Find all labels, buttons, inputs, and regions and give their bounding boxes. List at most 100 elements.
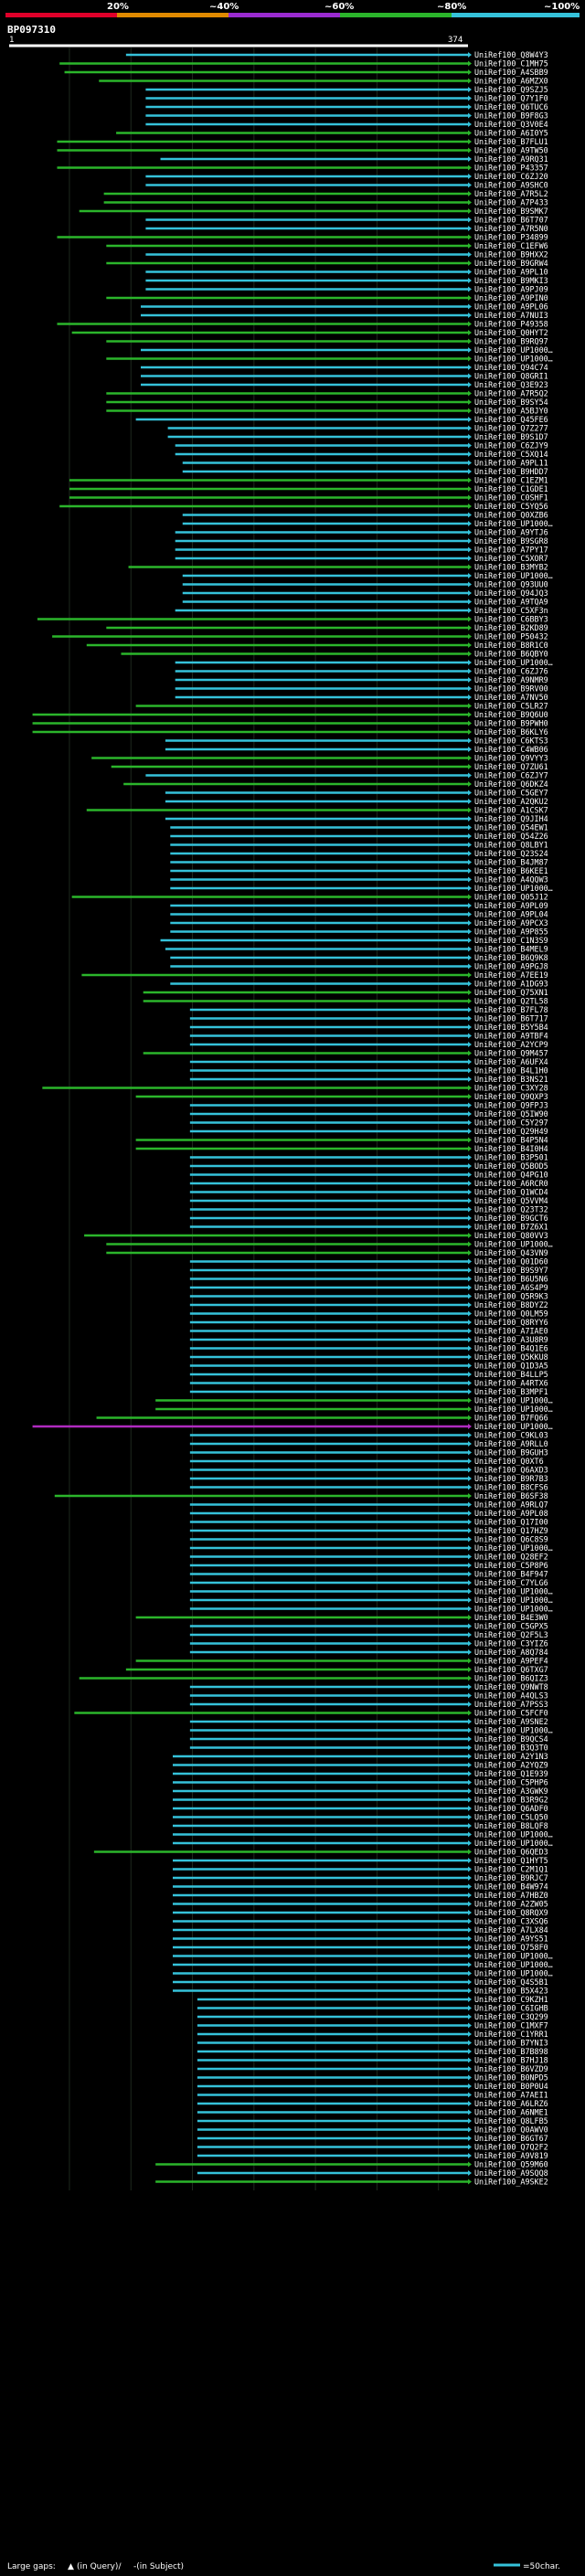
hit-label[interactable]: UniRef100_A7R5L2 (474, 189, 548, 198)
hit-row[interactable]: UniRef100_B8CFS6 (189, 1483, 548, 1492)
hit-row[interactable]: UniRef100_Q3E923 (141, 380, 548, 389)
hit-row[interactable]: UniRef100_A2QKU2 (165, 797, 548, 806)
hit-row[interactable]: UniRef100_UP1000… (189, 1726, 553, 1735)
hit-label[interactable]: UniRef100_A4QQW3 (474, 875, 548, 885)
hit-label[interactable]: UniRef100_A9PL04 (474, 910, 548, 919)
hit-label[interactable]: UniRef100_C5GPX5 (474, 1622, 548, 1631)
hit-row[interactable]: UniRef100_Q0LM59 (189, 1309, 548, 1319)
hit-label[interactable]: UniRef100_B3NS21 (474, 1075, 548, 1084)
hit-row[interactable]: UniRef100_Q45FE6 (135, 415, 548, 424)
hit-label[interactable]: UniRef100_B4P5N4 (474, 1136, 548, 1145)
hit-row[interactable]: UniRef100_A6NME1 (197, 2108, 548, 2117)
hit-label[interactable]: UniRef100_A9SNE2 (474, 1717, 548, 1726)
hit-label[interactable]: UniRef100_UP1000… (474, 1726, 553, 1735)
hit-row[interactable]: UniRef100_B9GUH3 (189, 1448, 548, 1458)
hit-row[interactable]: UniRef100_B7FQ66 (96, 1414, 548, 1423)
hit-label[interactable]: UniRef100_Q9JIH4 (474, 814, 548, 823)
hit-row[interactable]: UniRef100_Q8W4Y3 (125, 50, 548, 59)
hit-label[interactable]: UniRef100_UP1000… (474, 1969, 553, 1978)
hit-row[interactable]: UniRef100_B5X423 (172, 1987, 548, 1996)
hit-label[interactable]: UniRef100_B9RQ97 (474, 337, 548, 346)
hit-row[interactable]: UniRef100_A7R5Q2 (106, 389, 548, 398)
hit-row[interactable]: UniRef100_Q7Q2F2 (197, 2143, 548, 2152)
hit-label[interactable]: UniRef100_B7B898 (474, 2047, 548, 2056)
hit-row[interactable]: UniRef100_B6QIZ3 (79, 1674, 548, 1683)
hit-row[interactable]: UniRef100_B6QBY0 (121, 650, 548, 659)
hit-row[interactable]: UniRef100_C5GPX5 (189, 1622, 548, 1631)
hit-row[interactable]: UniRef100_Q5VVM4 (189, 1196, 548, 1205)
hit-label[interactable]: UniRef100_Q6AXD3 (474, 1466, 548, 1475)
hit-row[interactable]: UniRef100_A2ZW05 (172, 1900, 548, 1909)
hit-label[interactable]: UniRef100_B4LLP5 (474, 1370, 548, 1379)
hit-label[interactable]: UniRef100_Q05J12 (474, 893, 548, 902)
hit-label[interactable]: UniRef100_Q5VVM4 (474, 1196, 548, 1205)
hit-label[interactable]: UniRef100_A6RCR0 (474, 1179, 548, 1188)
hit-label[interactable]: UniRef100_Q8GRI1 (474, 372, 548, 381)
hit-row[interactable]: UniRef100_Q8RYY6 (189, 1318, 548, 1327)
hit-label[interactable]: UniRef100_A9PEF4 (474, 1657, 548, 1666)
hit-row[interactable]: UniRef100_Q80VV3 (84, 1231, 548, 1240)
hit-label[interactable]: UniRef100_A9PL08 (474, 1509, 548, 1518)
hit-label[interactable]: UniRef100_Q9SZJ5 (474, 85, 548, 94)
hit-label[interactable]: UniRef100_Q80VV3 (474, 1231, 548, 1240)
hit-row[interactable]: UniRef100_UP1000… (175, 658, 553, 667)
hit-label[interactable]: UniRef100_A4RTX6 (474, 1379, 548, 1388)
hit-label[interactable]: UniRef100_Q3E923 (474, 380, 548, 389)
hit-label[interactable]: UniRef100_C5PHP6 (474, 1778, 548, 1787)
hit-label[interactable]: UniRef100_Q5IW90 (474, 1109, 548, 1118)
hit-label[interactable]: UniRef100_UP1000… (474, 1952, 553, 1961)
hit-row[interactable]: UniRef100_UP1000… (172, 1839, 553, 1848)
hit-row[interactable]: UniRef100_B4JM87 (170, 858, 548, 867)
hit-label[interactable]: UniRef100_Q43VN9 (474, 1248, 548, 1257)
hit-row[interactable]: UniRef100_Q23S24 (170, 849, 548, 858)
hit-label[interactable]: UniRef100_Q29H49 (474, 1127, 548, 1136)
hit-label[interactable]: UniRef100_UP1000… (474, 884, 553, 893)
hit-label[interactable]: UniRef100_Q8W4Y3 (474, 50, 548, 59)
hit-row[interactable]: UniRef100_Q9QXP3 (135, 1092, 548, 1101)
hit-label[interactable]: UniRef100_A9PL11 (474, 459, 548, 468)
hit-label[interactable]: UniRef100_Q7ZU61 (474, 762, 548, 771)
hit-row[interactable]: UniRef100_C3XY28 (42, 1084, 548, 1093)
hit-label[interactable]: UniRef100_A2Y1N3 (474, 1752, 548, 1761)
hit-label[interactable]: UniRef100_Q8LFB5 (474, 2116, 548, 2125)
hit-label[interactable]: UniRef100_C5FCF0 (474, 1709, 548, 1718)
hit-label[interactable]: UniRef100_Q0HYT2 (474, 328, 548, 337)
hit-row[interactable]: UniRef100_B3MPF1 (189, 1387, 548, 1396)
hit-label[interactable]: UniRef100_A9PL09 (474, 901, 548, 910)
hit-label[interactable]: UniRef100_A9PJ09 (474, 285, 548, 294)
hit-row[interactable]: UniRef100_B8DYZ2 (189, 1300, 548, 1309)
hit-row[interactable]: UniRef100_B3P501 (189, 1153, 548, 1162)
hit-label[interactable]: UniRef100_Q2F5L3 (474, 1630, 548, 1639)
hit-row[interactable]: UniRef100_UP1000… (172, 1969, 553, 1978)
hit-label[interactable]: UniRef100_A3U8R9 (474, 1335, 548, 1344)
hit-row[interactable]: UniRef100_A7R5L2 (103, 189, 548, 198)
hit-row[interactable]: UniRef100_C5FCF0 (74, 1709, 548, 1718)
hit-label[interactable]: UniRef100_P34899 (474, 233, 548, 242)
hit-row[interactable]: UniRef100_Q0AWV0 (197, 2125, 548, 2135)
hit-row[interactable]: UniRef100_A7IAE0 (189, 1327, 548, 1336)
hit-row[interactable]: UniRef100_Q54Z26 (170, 832, 548, 841)
hit-label[interactable]: UniRef100_B7FQ66 (474, 1414, 548, 1423)
hit-label[interactable]: UniRef100_C4WB06 (474, 745, 548, 754)
hit-row[interactable]: UniRef100_Q5BOD5 (189, 1161, 548, 1171)
hit-row[interactable]: UniRef100_B9F8G3 (145, 111, 548, 121)
hit-label[interactable]: UniRef100_A9RLL0 (474, 1439, 548, 1448)
hit-row[interactable]: UniRef100_B7Z6X1 (189, 1223, 548, 1232)
hit-row[interactable]: UniRef100_Q6TUC6 (145, 102, 548, 111)
hit-row[interactable]: UniRef100_UP1000… (155, 1405, 553, 1414)
hit-label[interactable]: UniRef100_A7R5N0 (474, 224, 548, 233)
hit-row[interactable]: UniRef100_Q8LBY1 (170, 841, 548, 850)
hit-label[interactable]: UniRef100_Q7Z277 (474, 424, 548, 433)
hit-label[interactable]: UniRef100_B9RJC7 (474, 1873, 548, 1882)
hit-label[interactable]: UniRef100_A7AEI1 (474, 2091, 548, 2100)
hit-row[interactable]: UniRef100_C2M1Q1 (172, 1865, 548, 1874)
hit-label[interactable]: UniRef100_C6ZJY9 (474, 441, 548, 451)
hit-row[interactable]: UniRef100_Q1D3A5 (189, 1362, 548, 1371)
hit-row[interactable]: UniRef100_A2YQZ9 (172, 1761, 548, 1770)
hit-row[interactable]: UniRef100_Q9VYY3 (91, 754, 548, 763)
hit-row[interactable]: UniRef100_Q1WCD4 (189, 1188, 548, 1197)
hit-label[interactable]: UniRef100_A9P855 (474, 928, 548, 937)
hit-row[interactable]: UniRef100_UP1000… (182, 571, 553, 580)
hit-row[interactable]: UniRef100_A9PIN0 (106, 293, 548, 302)
hit-label[interactable]: UniRef100_Q6QED3 (474, 1848, 548, 1857)
